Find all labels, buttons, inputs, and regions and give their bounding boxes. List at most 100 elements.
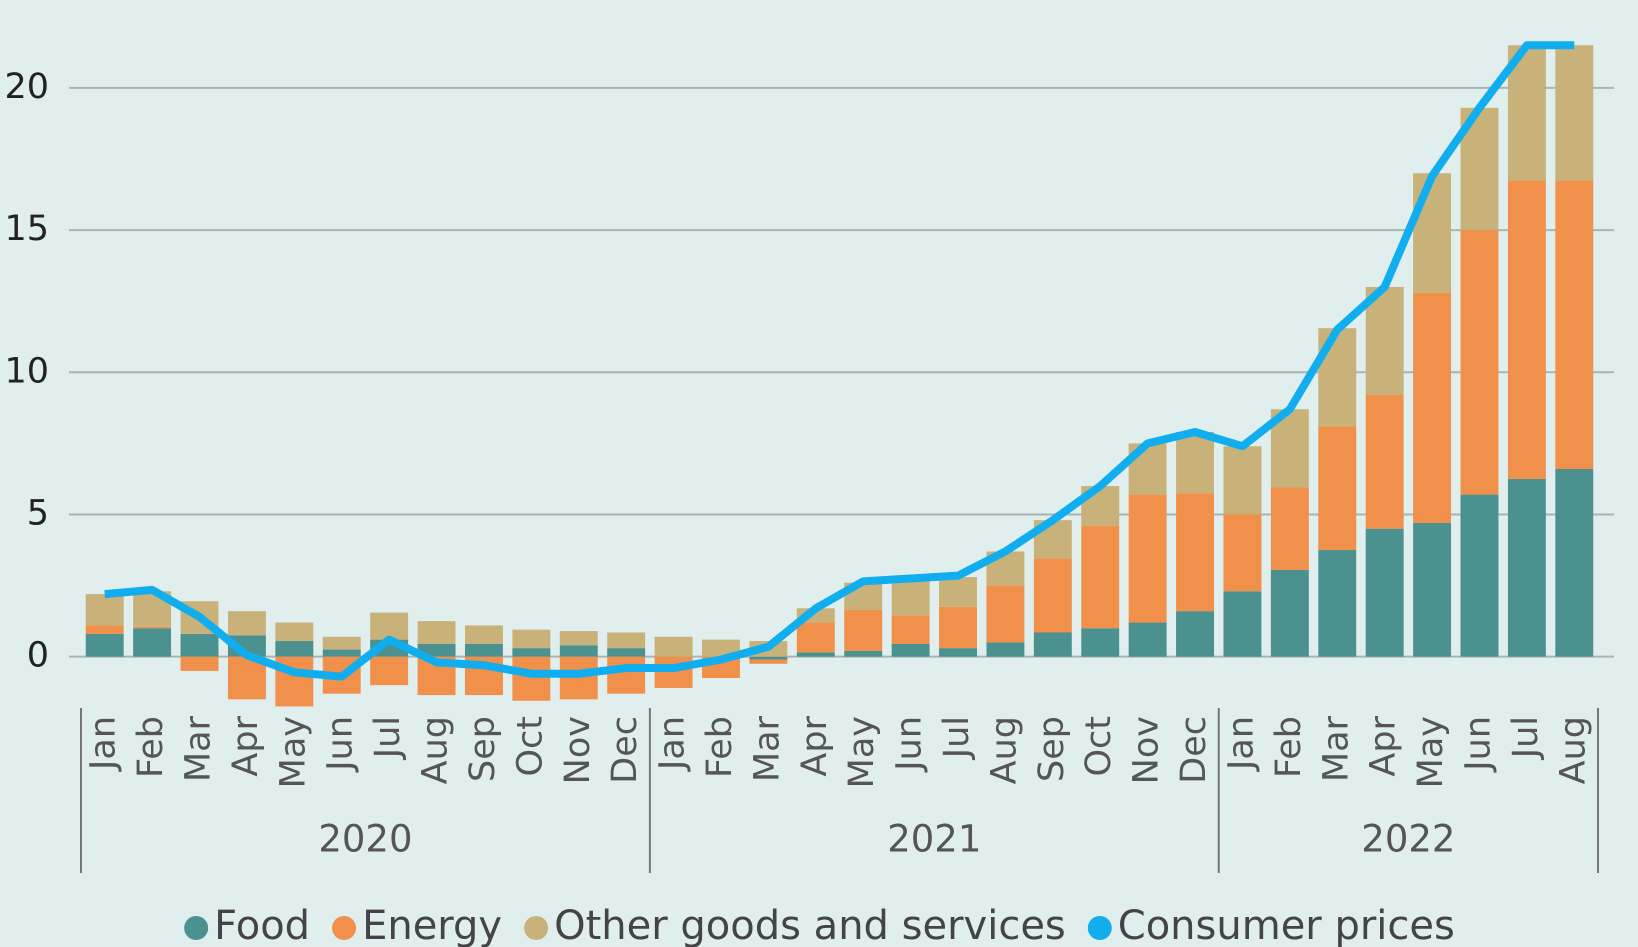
x-tick-label: Mar [179,715,219,782]
bar [559,631,598,646]
bar [844,609,883,651]
bar [180,633,219,657]
x-tick-label: Mar [747,715,787,782]
y-tick-label: 20 [4,67,49,107]
bar [1033,632,1072,657]
bar [1270,569,1309,657]
bar [1033,558,1072,633]
bar [227,611,266,636]
bar [1413,173,1452,293]
bar [512,629,551,649]
x-tick-label: Apr [226,715,266,776]
x-tick-label: Jul [1506,716,1546,760]
line [104,41,1575,681]
bar [1365,395,1404,529]
bar [702,639,740,657]
bar [275,622,314,642]
legend-swatch [524,916,549,940]
year-label: 2021 [887,818,981,861]
bar [607,632,646,649]
x-tick-label: Feb [700,716,740,778]
bar [85,625,124,634]
y-tick-label: 10 [4,351,49,391]
bar [275,641,314,657]
bar [1460,230,1499,495]
bar [559,656,598,700]
bar [1555,468,1594,657]
bar [844,650,883,657]
bar [322,649,361,657]
bar [1081,628,1120,657]
x-tick-label: May [1411,716,1451,788]
bar [939,577,977,607]
x-tick-label: Jan [1221,716,1261,772]
x-tick-label: Nov [1127,716,1167,784]
x-tick-label: Oct [1079,716,1119,777]
bar [796,652,835,657]
bar [1318,426,1357,551]
x-tick-label: May [273,716,313,788]
x-tick-label: Nov [558,716,598,784]
legend: Food Energy Other goods and services Consum… [184,903,1455,947]
x-tick-label: Sep [463,716,503,782]
x-tick-label: Feb [1269,716,1309,778]
bar [796,622,835,653]
x-tick-label: Jan [84,716,124,772]
bar [85,594,124,626]
legend-swatch [1087,916,1112,940]
bar [1507,180,1546,479]
bar [654,636,693,657]
x-tick-label: Apr [795,715,835,776]
x-tick-label: Oct [510,716,550,777]
bar [1318,550,1357,657]
bar [1128,494,1167,623]
legend-swatch [184,916,209,940]
bar [654,656,693,688]
bar [607,648,646,657]
x-tick-label: Aug [984,716,1024,784]
year-label: 2022 [1361,818,1455,861]
bar [464,625,503,644]
bar [1413,292,1452,524]
x-tick-label: May [842,716,882,788]
bar [891,581,930,616]
bar [1176,432,1215,494]
bar [1365,286,1404,396]
bar [1176,493,1215,612]
bar [133,628,172,657]
bar [1128,622,1167,657]
x-tick-label: Sep [1032,716,1072,782]
bar [1223,591,1262,657]
bar [559,645,598,657]
legend-label: Energy [362,903,502,947]
x-tick-label: Jan [653,716,693,772]
bar [464,643,503,657]
bar [1270,487,1309,570]
bar [322,636,361,650]
bar [370,656,409,686]
x-tick-label: Jun [321,716,361,773]
x-tick-label: Feb [131,716,171,778]
legend-label: Food [214,903,310,947]
bar [891,643,930,657]
y-tick-label: 5 [27,493,49,533]
bar [370,612,409,640]
bar [986,585,1025,643]
bar [1460,494,1499,657]
bar [939,606,977,649]
bar [939,648,977,657]
legend-label: Other goods and services [554,903,1066,947]
bar [512,656,551,701]
bar [1507,478,1546,657]
x-tick-label: Jun [1458,716,1498,773]
x-tick-label: Jun [890,716,930,773]
bar [180,656,219,671]
bar [749,656,788,660]
x-tick-label: Apr [1364,715,1404,776]
x-tick-label: Aug [1553,716,1593,784]
bar [417,621,456,644]
y-tick-label: 0 [27,636,49,676]
bar [986,642,1025,657]
x-tick-label: Jul [937,716,977,760]
bar [1555,45,1594,181]
